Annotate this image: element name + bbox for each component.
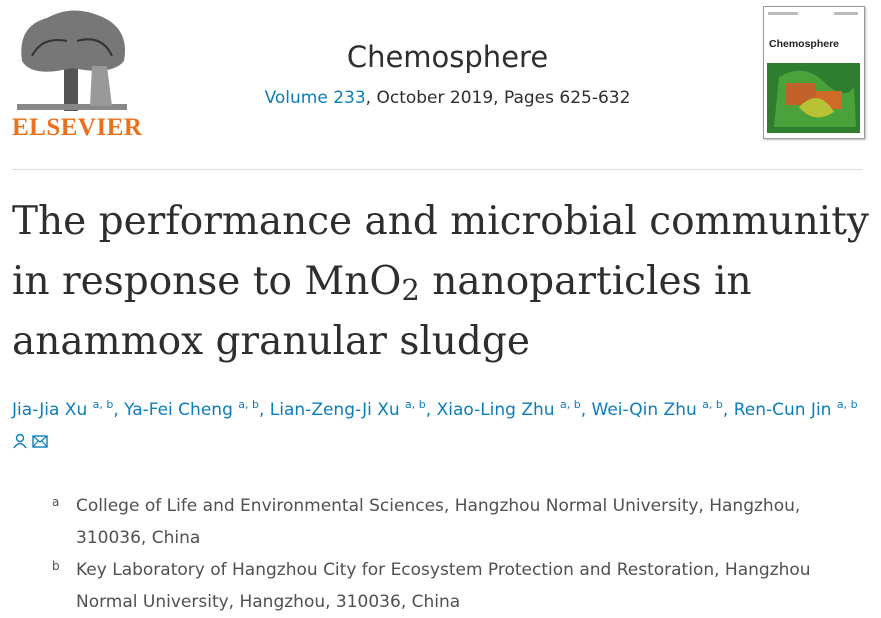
- author-affiliation[interactable]: a, b: [405, 398, 426, 411]
- header-rule: [12, 169, 863, 170]
- author-icons[interactable]: [12, 432, 50, 452]
- author-name[interactable]: Lian-Zeng-Ji Xu: [269, 400, 400, 420]
- author-name[interactable]: Wei-Qin Zhu: [591, 400, 697, 420]
- article-title: The performance and microbial community …: [12, 192, 872, 372]
- affiliation: b Key Laboratory of Hangzhou City for Eco…: [52, 554, 832, 618]
- author-separator: ,: [580, 400, 587, 420]
- contact-icons[interactable]: [12, 433, 50, 449]
- affiliation-text: Key Laboratory of Hangzhou City for Ecos…: [76, 560, 811, 612]
- author-affiliation[interactable]: a, b: [836, 398, 858, 411]
- issue-details: , October 2019, Pages 625-632: [365, 88, 631, 108]
- title-text: nanoparticles in anammox granular sludge: [12, 259, 752, 364]
- publisher-logo: [17, 10, 127, 111]
- issue-info: Volume 233, October 2019, Pages 625-632: [230, 88, 665, 108]
- author-affiliation[interactable]: a, b: [238, 398, 259, 411]
- author-separator: ,: [258, 400, 265, 420]
- journal-cover[interactable]: Chemosphere: [763, 6, 865, 139]
- journal-name[interactable]: Chemosphere: [346, 40, 549, 74]
- affiliation-label: a: [52, 495, 60, 509]
- author-name[interactable]: Ren-Cun Jin: [733, 400, 832, 420]
- publisher: ELSEVIER: [12, 114, 143, 141]
- author-separator: ,: [113, 400, 119, 420]
- author-affiliation[interactable]: a, b: [92, 398, 114, 411]
- author-affiliation[interactable]: a, b: [702, 398, 723, 411]
- author-separator: ,: [425, 400, 432, 420]
- title-subscript: 2: [401, 273, 420, 307]
- author-name[interactable]: Xiao-Ling Zhu: [436, 400, 555, 420]
- author-separator: ,: [722, 400, 729, 420]
- author-name[interactable]: Ya-Fei Cheng: [124, 400, 233, 420]
- cover-art: [767, 12, 860, 133]
- cover-title: Chemosphere: [769, 38, 840, 50]
- author-affiliation[interactable]: a, b: [559, 398, 581, 411]
- author-list: Jia-Jia Xu a, b, Ya-Fei Cheng a, b, Lian…: [12, 394, 862, 458]
- title-text: The performance and microbial community …: [12, 199, 869, 304]
- volume-link[interactable]: Volume 233: [264, 88, 366, 108]
- affiliation: a College of Life and Environmental Scien…: [52, 490, 832, 554]
- affiliation-text: College of Life and Environmental Scienc…: [76, 496, 801, 548]
- author-name[interactable]: Jia-Jia Xu: [12, 400, 88, 420]
- affiliation-label: b: [52, 559, 60, 573]
